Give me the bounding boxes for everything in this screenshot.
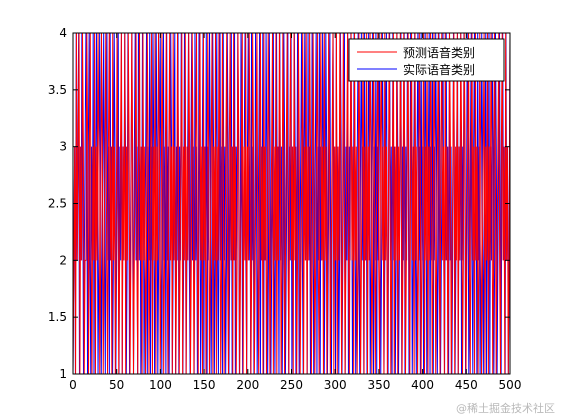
legend-label-predicted: 预测语音类别 bbox=[403, 45, 475, 60]
y-tick-label: 4 bbox=[59, 26, 67, 40]
y-tick-label: 1.5 bbox=[48, 310, 67, 324]
x-tick-label: 350 bbox=[367, 378, 390, 392]
x-tick-label: 250 bbox=[280, 378, 303, 392]
x-tick-label: 450 bbox=[455, 378, 478, 392]
x-tick-label: 100 bbox=[149, 378, 172, 392]
legend-label-actual: 实际语音类别 bbox=[403, 62, 475, 77]
y-tick-label: 3 bbox=[59, 140, 67, 154]
x-tick-label: 200 bbox=[236, 378, 259, 392]
y-tick-label: 3.5 bbox=[48, 83, 67, 97]
x-tick-label: 300 bbox=[324, 378, 347, 392]
x-tick-label: 500 bbox=[499, 378, 522, 392]
x-tick-label: 50 bbox=[109, 378, 124, 392]
x-tick-label: 400 bbox=[411, 378, 434, 392]
series-line-predicted bbox=[72, 32, 511, 375]
legend: 预测语音类别 实际语音类别 bbox=[348, 38, 505, 82]
series-layer bbox=[72, 32, 511, 375]
y-tick-label: 1 bbox=[59, 367, 67, 381]
y-tick-label: 2.5 bbox=[48, 197, 67, 211]
y-tick-label: 2 bbox=[59, 253, 67, 267]
legend-box bbox=[348, 38, 505, 82]
x-tick-label: 0 bbox=[69, 378, 77, 392]
ticks-layer: 0 50 100 150 200 250 300 350 400 450 500 1 1.5 2 2.5 3 3… bbox=[48, 26, 522, 392]
x-tick-label: 150 bbox=[193, 378, 216, 392]
watermark: @稀土掘金技术社区 bbox=[456, 402, 555, 415]
